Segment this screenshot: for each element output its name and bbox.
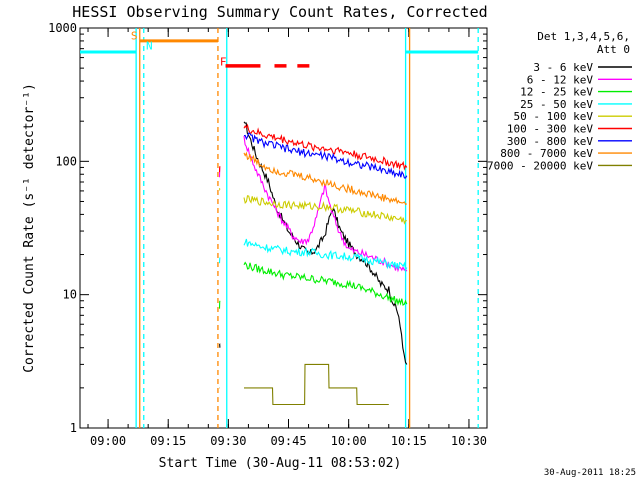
legend-entry-label: 800 - 7000 keV [500,147,593,160]
x-tick-label: 10:00 [331,434,367,448]
legend-entry-label: 100 - 300 keV [507,123,593,136]
state-marker-label: F [220,56,227,69]
series-line-3-6keV [243,121,408,365]
legend-entry-label: 25 - 50 keV [520,98,593,111]
series-line-50-100keV [243,195,407,225]
y-tick-label: 1000 [48,21,77,35]
x-tick-label: 09:30 [210,434,246,448]
plot-area: 1 10 100 1000 09:00 09:15 09:30 09:45 10:00 10:15… [48,21,488,448]
y-tick-label: 100 [55,154,77,168]
series-line-12-25keV [243,261,408,307]
legend-entry-label: 3 - 6 keV [533,61,593,74]
plot-frame [79,27,488,429]
legend-entry-label: 7000 - 20000 keV [487,159,593,172]
series-line-300-800keV [243,132,408,179]
x-tick-label: 10:30 [451,434,487,448]
y-tick-label: 10 [63,288,77,302]
legend-entry-label: 12 - 25 keV [520,86,593,99]
chart-title: HESSI Observing Summary Count Rates, Cor… [72,3,487,21]
legend-entry-label: 6 - 12 keV [527,73,594,86]
legend-header-line-2: Att 0 [597,43,630,56]
footer-timestamp: 30-Aug-2011 18:25 [544,468,636,478]
legend-entry-label: 300 - 800 keV [507,135,593,148]
legend-entry-label: 50 - 100 keV [514,110,594,123]
series-line-100-300keV [243,123,408,171]
x-tick-label: 09:45 [270,434,306,448]
series-line-25-50keV [243,238,408,272]
x-tick-label: 09:00 [90,434,126,448]
x-tick-label: 10:15 [391,434,427,448]
state-marker-label: S [131,29,138,42]
x-axis-label: Start Time (30-Aug-11 08:53:02) [159,456,402,471]
series-line-800-7000keV [243,151,408,206]
series-line-7000-20000keV [244,363,389,406]
y-tick-label: 1 [70,421,77,435]
legend-header-line-1: Det 1,3,4,5,6, [537,30,630,43]
y-axis-label: Corrected Count Rate (s⁻¹ detector⁻¹) [22,83,37,373]
state-marker-label: N [146,39,153,52]
x-tick-label: 09:15 [150,434,186,448]
